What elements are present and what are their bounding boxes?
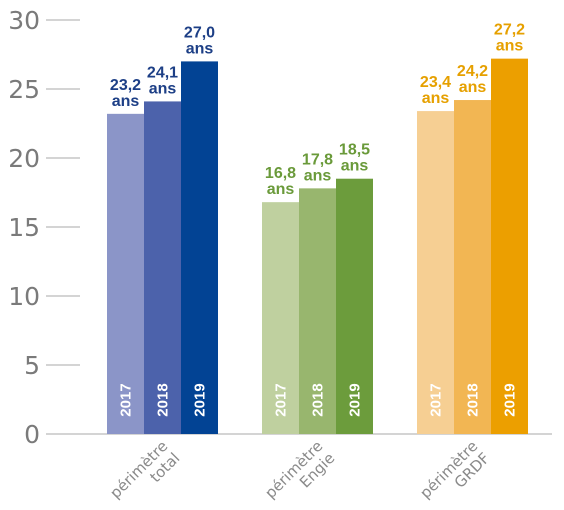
value-label: 17,8	[302, 151, 333, 168]
bar	[454, 100, 491, 434]
value-label: 18,5	[339, 142, 370, 159]
value-label: 27,0	[184, 24, 215, 41]
unit-label: ans	[267, 181, 295, 198]
year-label: 2018	[465, 383, 482, 416]
category-label: périmètreGRDF	[416, 437, 493, 510]
value-label: 16,8	[265, 165, 296, 182]
unit-label: ans	[112, 93, 140, 110]
category-label: périmètreEngie	[261, 437, 338, 510]
value-label: 27,2	[494, 22, 525, 39]
category-labels: périmètretotal périmètreEngie périmètreGRD…	[106, 437, 493, 510]
unit-label: ans	[149, 80, 177, 97]
unit-label: ans	[459, 79, 487, 96]
bar	[299, 188, 336, 434]
data-labels: 23,2ans201724,1ans201827,0ans201916,8ans…	[110, 22, 525, 417]
unit-label: ans	[422, 90, 450, 107]
y-tick-label: 30	[8, 6, 40, 35]
unit-label: ans	[341, 158, 369, 175]
bar	[144, 101, 181, 435]
y-tick-label: 20	[8, 144, 40, 173]
year-label: 2019	[192, 383, 209, 416]
bar	[107, 113, 144, 434]
unit-label: ans	[304, 167, 332, 184]
value-label: 23,4	[420, 74, 451, 91]
bars	[107, 58, 528, 435]
y-tick-label: 10	[8, 282, 40, 311]
year-label: 2017	[273, 383, 290, 416]
y-tick-label: 25	[8, 75, 40, 104]
bar	[262, 202, 299, 434]
category-label: périmètretotal	[106, 437, 183, 510]
y-tick-label: 5	[24, 351, 40, 380]
bar	[491, 58, 528, 434]
value-label: 23,2	[110, 77, 141, 94]
year-label: 2017	[118, 383, 135, 416]
y-tick-label: 0	[24, 420, 40, 449]
year-label: 2017	[428, 383, 445, 416]
unit-label: ans	[186, 40, 214, 57]
bar	[181, 61, 218, 435]
year-label: 2019	[502, 383, 519, 416]
value-label: 24,1	[147, 64, 178, 81]
year-label: 2018	[155, 383, 172, 416]
year-label: 2018	[310, 383, 327, 416]
value-label: 24,2	[457, 63, 488, 80]
bar	[336, 178, 373, 434]
year-label: 2019	[347, 383, 364, 416]
bar	[417, 111, 454, 434]
unit-label: ans	[496, 38, 524, 55]
y-tick-label: 15	[8, 213, 40, 242]
y-axis-ticks: 0 5 10 15 20 25 30	[8, 6, 40, 449]
